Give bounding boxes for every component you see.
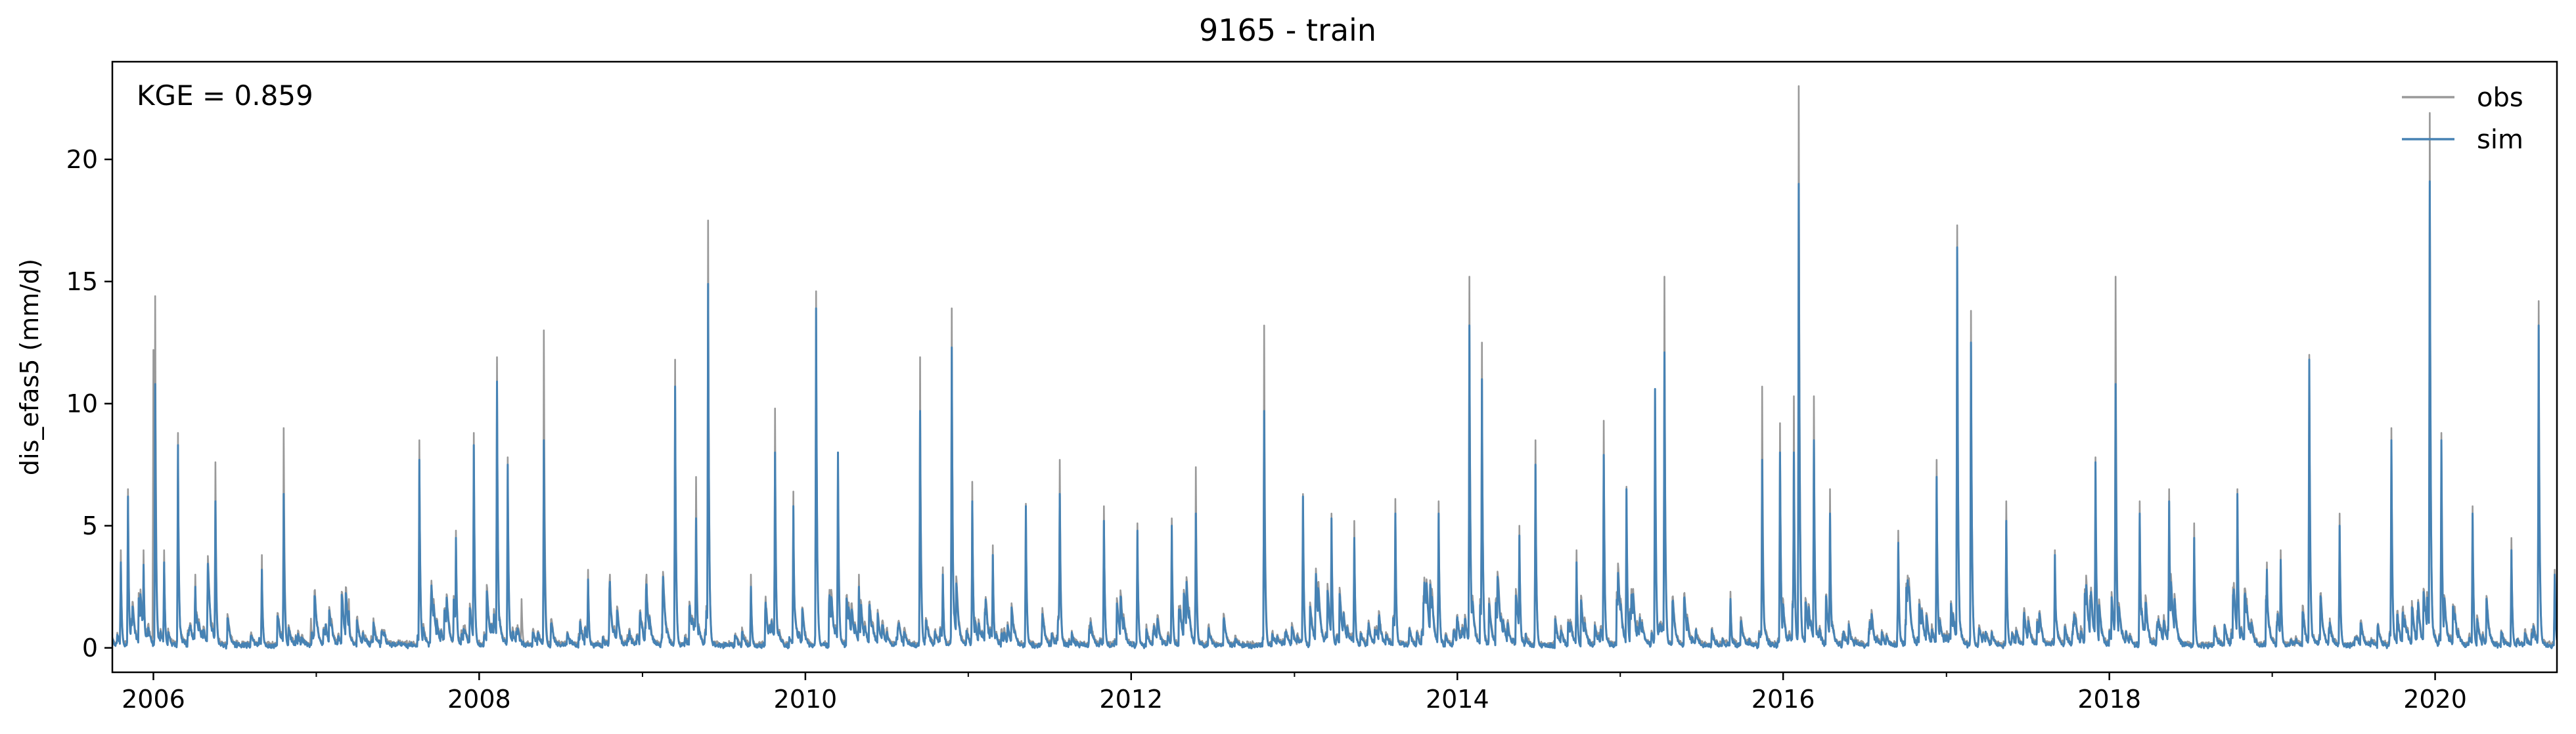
x-tick-label-2014: 2014 xyxy=(1426,685,1489,714)
kge-annotation: KGE = 0.859 xyxy=(137,79,313,112)
x-tick-label-2006: 2006 xyxy=(122,685,185,714)
x-axis: 2006 2008 2010 2012 2014 2016 2018 2020 xyxy=(122,672,2467,714)
x-tick-label-2018: 2018 xyxy=(2077,685,2141,714)
chart-title: 9165 - train xyxy=(1199,12,1376,48)
y-tick-label-10: 10 xyxy=(66,389,98,418)
series-line-sim xyxy=(112,180,2557,650)
legend: obs sim xyxy=(2402,83,2523,155)
series-layer xyxy=(112,85,2557,650)
plot-area-frame xyxy=(111,60,2558,674)
x-tick-label-2008: 2008 xyxy=(447,685,511,714)
y-tick-label-0: 0 xyxy=(82,634,98,662)
x-tick-label-2020: 2020 xyxy=(2403,685,2467,714)
x-tick-label-2016: 2016 xyxy=(1751,685,1815,714)
x-tick-label-2010: 2010 xyxy=(774,685,838,714)
y-axis: 0 5 10 15 20 xyxy=(66,145,112,662)
x-tick-label-2012: 2012 xyxy=(1099,685,1163,714)
y-axis-label: dis_efas5 (mm/d) xyxy=(15,259,44,475)
legend-sim-label: sim xyxy=(2477,125,2523,155)
y-tick-label-15: 15 xyxy=(66,267,98,296)
y-tick-label-20: 20 xyxy=(66,145,98,174)
legend-obs-label: obs xyxy=(2477,83,2523,113)
y-tick-label-5: 5 xyxy=(82,511,98,540)
